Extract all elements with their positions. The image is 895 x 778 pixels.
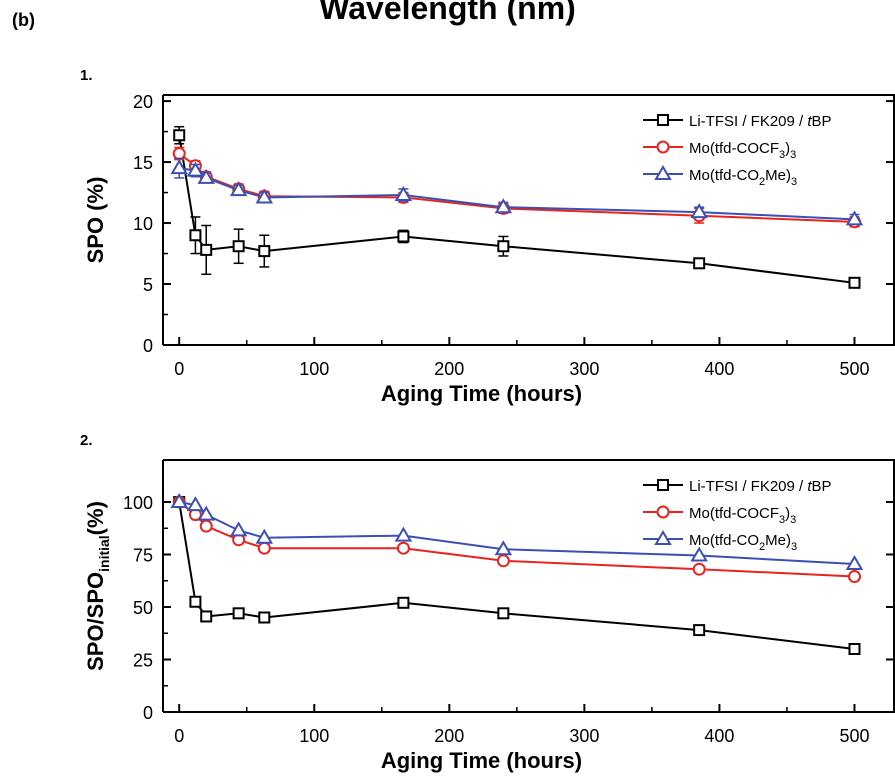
data-point	[186, 496, 205, 512]
y-axis-title: SPO/SPOinitial(%)	[83, 501, 112, 671]
legend-label: Mo(tfd-COCF3)3	[689, 140, 796, 161]
x-tick-label: 500	[839, 726, 869, 746]
data-point	[397, 596, 410, 609]
legend-label: Mo(tfd-CO2Me)3	[689, 532, 797, 553]
x-axis-title: Aging Time (hours)	[381, 748, 582, 773]
x-tick-label: 500	[839, 359, 869, 379]
legend-marker	[656, 505, 670, 519]
data-point	[232, 240, 245, 253]
data-point	[199, 519, 213, 533]
x-tick-label: 100	[299, 726, 329, 746]
series-line	[178, 152, 855, 223]
data-point	[189, 595, 202, 608]
x-tick-label: 200	[434, 359, 464, 379]
data-point	[848, 643, 861, 655]
panel-label: (b)	[12, 10, 35, 30]
legend-label: Li-TFSI / FK209 / tBP	[689, 478, 832, 495]
data-point	[692, 562, 706, 576]
legend-marker	[656, 140, 670, 154]
y-tick-label: 15	[133, 153, 153, 173]
x-axis-title: Aging Time (hours)	[381, 381, 582, 406]
data-point	[394, 186, 413, 201]
x-tick-label: 400	[704, 359, 734, 379]
data-point	[170, 493, 188, 508]
data-point	[258, 245, 271, 258]
data-point	[200, 243, 213, 256]
x-tick-label: 200	[434, 726, 464, 746]
data-point	[173, 129, 186, 142]
x-tick-label: 0	[174, 726, 184, 746]
legend-label: Li-TFSI / FK209 / tBP	[689, 113, 832, 130]
x-tick-label: 300	[569, 726, 599, 746]
data-point	[255, 188, 274, 204]
y-tick-label: 5	[143, 275, 153, 295]
y-tick-label: 0	[143, 703, 153, 723]
x-tick-label: 0	[174, 359, 184, 379]
legend-marker	[657, 479, 669, 491]
data-point	[200, 610, 213, 623]
panel-sub-label: 1.	[80, 67, 93, 84]
data-point	[494, 540, 513, 556]
series-line	[178, 501, 855, 650]
y-tick-label: 50	[133, 598, 153, 618]
y-tick-label: 75	[133, 546, 153, 566]
data-point	[258, 611, 271, 624]
data-point	[186, 161, 205, 177]
legend-marker	[654, 165, 672, 180]
data-point	[693, 624, 706, 637]
data-point	[396, 541, 410, 555]
legend-label: Mo(tfd-COCF3)3	[689, 505, 796, 526]
data-point	[496, 554, 510, 568]
data-point	[172, 147, 186, 161]
data-point	[197, 505, 215, 521]
data-point	[494, 198, 513, 214]
data-point	[397, 230, 410, 243]
x-tick-label: 400	[704, 726, 734, 746]
data-point	[848, 276, 861, 289]
y-tick-label: 10	[133, 214, 153, 234]
data-point	[847, 570, 861, 584]
legend-label: Mo(tfd-CO2Me)3	[689, 167, 797, 188]
data-point	[170, 159, 188, 175]
data-point	[497, 607, 510, 620]
y-tick-label: 20	[133, 92, 153, 112]
panel-sub-label: 2.	[80, 432, 93, 449]
data-point	[497, 240, 510, 253]
data-point	[690, 546, 708, 562]
data-point	[197, 168, 215, 184]
data-point	[693, 257, 706, 270]
data-point	[229, 521, 248, 537]
data-point	[690, 203, 708, 219]
legend-marker	[657, 114, 669, 126]
x-tick-label: 100	[299, 359, 329, 379]
data-point	[845, 554, 864, 570]
data-point	[255, 528, 274, 544]
data-point	[845, 210, 864, 226]
data-point	[394, 526, 413, 542]
data-point	[257, 541, 271, 555]
data-point	[189, 229, 202, 242]
y-tick-label: 0	[143, 336, 153, 356]
y-tick-label: 100	[123, 493, 153, 513]
page-title: Wavelength (nm)	[319, 0, 576, 26]
data-point	[229, 181, 248, 197]
x-tick-label: 300	[569, 359, 599, 379]
data-point	[232, 607, 245, 620]
y-tick-label: 25	[133, 651, 153, 671]
legend-marker	[654, 530, 672, 545]
y-axis-title: SPO (%)	[83, 177, 108, 264]
